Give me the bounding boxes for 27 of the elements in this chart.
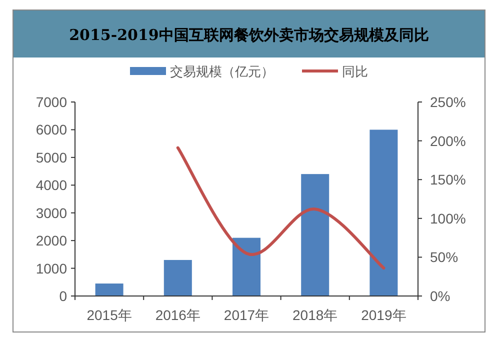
legend-label: 同比 — [342, 64, 368, 79]
y-tick-label: 2000 — [36, 232, 68, 249]
x-tick-label: 2015年 — [86, 307, 132, 323]
bar — [232, 238, 260, 296]
chart-title: 2015-2019中国互联网餐饮外卖市场交易规模及同比 — [69, 26, 429, 44]
bar — [95, 284, 124, 296]
bar — [370, 130, 398, 296]
y-tick-label: 0 — [59, 288, 68, 304]
legend-label: 交易规模（亿元） — [170, 64, 274, 79]
y2-tick-label: 250% — [430, 94, 466, 110]
bar — [301, 174, 330, 296]
x-tick-label: 2018年 — [292, 307, 338, 323]
y-tick-label: 4000 — [36, 177, 68, 194]
x-tick-label: 2019年 — [361, 307, 406, 323]
y-tick-label: 1000 — [36, 260, 68, 276]
y-tick-label: 7000 — [36, 94, 68, 110]
y-tick-label: 5000 — [36, 149, 68, 166]
x-tick-label: 2017年 — [224, 307, 270, 323]
x-tick-label: 2016年 — [155, 307, 200, 323]
y2-tick-label: 100% — [430, 210, 466, 226]
y-tick-label: 3000 — [36, 204, 68, 221]
y2-tick-label: 200% — [430, 132, 466, 149]
y-tick-label: 6000 — [36, 122, 68, 138]
y2-tick-label: 150% — [430, 172, 466, 188]
y2-tick-label: 50% — [430, 249, 458, 266]
y2-tick-label: 0% — [430, 288, 450, 304]
bar — [164, 260, 192, 296]
